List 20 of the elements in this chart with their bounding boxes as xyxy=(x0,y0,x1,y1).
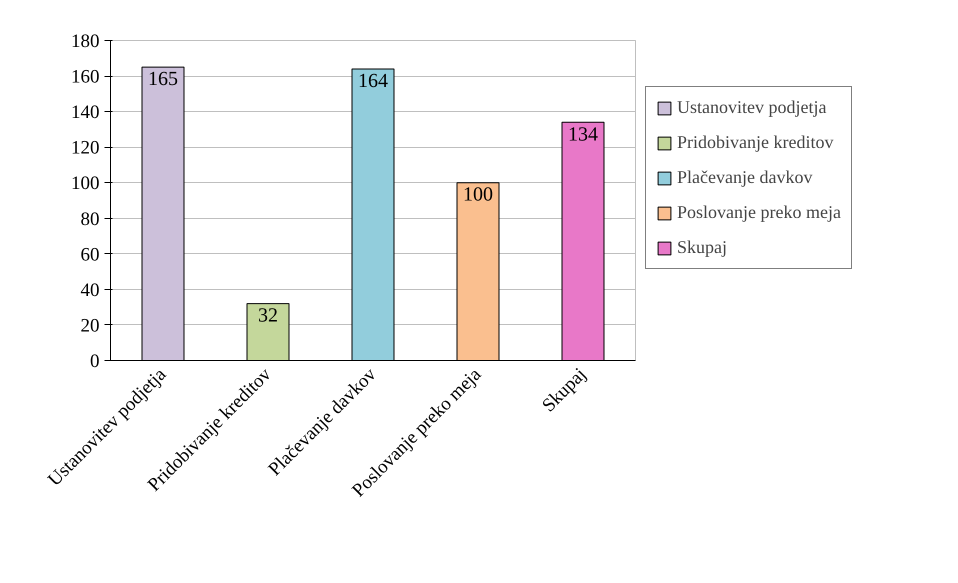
y-tick-label: 100 xyxy=(71,173,100,194)
legend-label: Pridobivanje kreditov xyxy=(677,132,834,153)
y-tick-label: 60 xyxy=(80,244,100,266)
legend-label: Ustanovitev podjetja xyxy=(677,97,826,118)
data-label: 100 xyxy=(463,184,493,206)
y-tick-label: 40 xyxy=(80,280,100,301)
y-tick-label: 120 xyxy=(71,138,100,159)
data-label: 165 xyxy=(148,68,178,90)
legend-label: Plačevanje davkov xyxy=(677,167,812,188)
y-tick-label: 20 xyxy=(80,315,100,336)
legend-label: Poslovanje preko meja xyxy=(677,202,841,223)
y-tick-label: 140 xyxy=(71,102,100,124)
y-tick-label: 80 xyxy=(80,208,100,230)
y-tick-label: 180 xyxy=(71,31,100,52)
data-label: 134 xyxy=(568,123,598,146)
data-label: 164 xyxy=(358,70,388,92)
data-label: 32 xyxy=(258,304,278,327)
legend-label: Skupaj xyxy=(677,237,728,258)
y-tick-label: 0 xyxy=(90,351,100,372)
y-tick-label: 160 xyxy=(71,66,100,88)
